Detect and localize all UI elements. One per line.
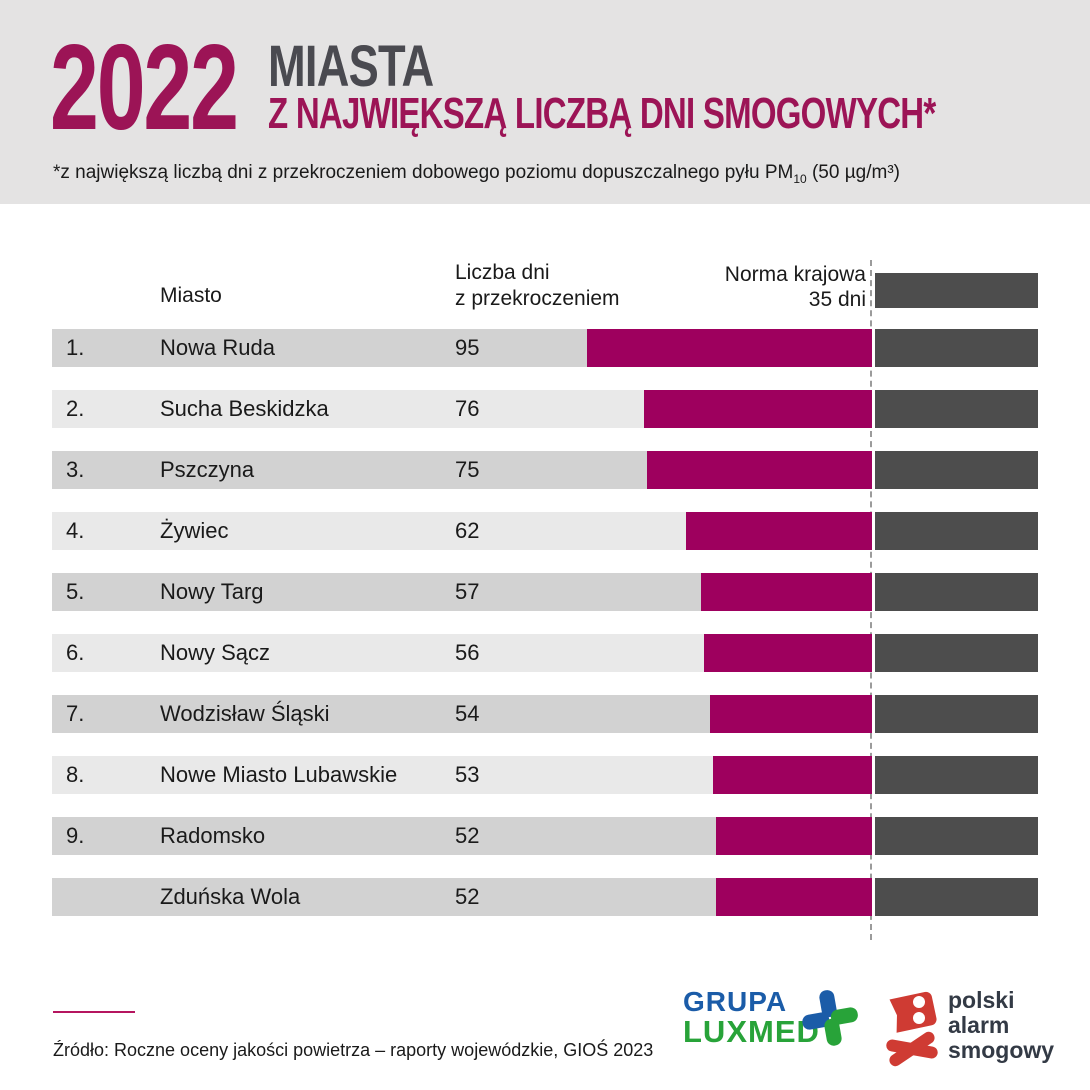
days-bar: [713, 756, 872, 794]
row-rank: 9.: [66, 823, 85, 848]
row-rank: 6.: [66, 640, 85, 665]
days-bar: [716, 817, 872, 855]
row-city-name: Wodzisław Śląski: [160, 701, 330, 726]
luxmed-logo: GRUPA LUXMED: [683, 988, 863, 1058]
days-bar: [716, 878, 872, 916]
row-city-name: Pszczyna: [160, 457, 255, 482]
table-row: 3. Pszczyna 75: [0, 451, 1090, 489]
row-background-strip: [52, 390, 644, 428]
luxmed-cross-icon: [802, 990, 858, 1046]
row-days-value: 76: [455, 396, 480, 421]
year-title: 2022: [50, 19, 239, 155]
row-background-strip: [52, 512, 686, 550]
source-caption: Źródło: Roczne oceny jakości powietrza –…: [53, 1040, 654, 1060]
luxmed-logo-text-grupa: GRUPA: [683, 986, 788, 1017]
header-band: 2022 MIASTA Z NAJWIĘKSZĄ LICZBĄ DNI SMOG…: [0, 0, 1090, 204]
bar-chart-rows: 1. Nowa Ruda 95 2. Sucha Beskidzka 76 3. Pszczy…: [0, 329, 1090, 939]
row-days-value: 52: [455, 884, 480, 909]
row-days-value: 75: [455, 457, 480, 482]
row-background-strip: [52, 451, 647, 489]
row-city-name: Nowe Miasto Lubawskie: [160, 762, 398, 787]
row-days-value: 62: [455, 518, 480, 543]
footnote-definition: *z największą liczbą dni z przekroczenie…: [53, 162, 900, 186]
norm-segment: [875, 817, 1038, 855]
row-rank: 5.: [66, 579, 85, 604]
row-rank: 4.: [66, 518, 85, 543]
luxmed-logo-text-luxmed: LUXMED: [683, 1014, 820, 1049]
row-days-value: 95: [455, 335, 480, 360]
row-background-strip: [52, 634, 704, 672]
norm-segment: [875, 695, 1038, 733]
row-rank: 7.: [66, 701, 85, 726]
row-days-value: 56: [455, 640, 480, 665]
norm-legend-block: [875, 273, 1038, 308]
row-rank: 2.: [66, 396, 85, 421]
norm-segment: [875, 756, 1038, 794]
row-days-value: 52: [455, 823, 480, 848]
norm-segment: [875, 878, 1038, 916]
row-city-name: Żywiec: [160, 518, 229, 543]
days-bar: [704, 634, 872, 672]
row-city-name: Nowy Targ: [160, 579, 264, 604]
row-city-name: Nowy Sącz: [160, 640, 271, 665]
row-background-strip: [52, 878, 716, 916]
row-rank: 8.: [66, 762, 85, 787]
pas-skull-crossbones-icon: [886, 991, 938, 1067]
norm-segment: [875, 390, 1038, 428]
norm-segment: [875, 329, 1038, 367]
row-background-strip: [52, 573, 701, 611]
norm-segment: [875, 451, 1038, 489]
norm-segment: [875, 573, 1038, 611]
footer-accent-rule: [53, 1011, 135, 1013]
polski-alarm-smogowy-logo: polski alarm smogowy: [886, 985, 1056, 1070]
table-row: 5. Nowy Targ 57: [0, 573, 1090, 611]
table-row: 9. Radomsko 52: [0, 817, 1090, 855]
row-background-strip: [52, 329, 587, 367]
column-header-city: Miasto: [160, 284, 222, 307]
norm-segment: [875, 634, 1038, 672]
days-bar: [686, 512, 872, 550]
row-rank: 3.: [66, 457, 85, 482]
days-bar: [644, 390, 872, 428]
pas-logo-text: polski alarm smogowy: [948, 987, 1055, 1063]
table-row: Zduńska Wola 52: [0, 878, 1090, 916]
row-city-name: Nowa Ruda: [160, 335, 275, 360]
row-rank: 1.: [66, 335, 85, 360]
row-background-strip: [52, 695, 710, 733]
row-city-name: Radomsko: [160, 823, 266, 848]
row-days-value: 53: [455, 762, 480, 787]
column-header-days: Liczba dni z przekroczeniem: [455, 261, 620, 310]
row-days-value: 57: [455, 579, 480, 604]
table-row: 8. Nowe Miasto Lubawskie 53: [0, 756, 1090, 794]
days-bar: [647, 451, 872, 489]
row-city-name: Zduńska Wola: [160, 884, 301, 909]
table-row: 1. Nowa Ruda 95: [0, 329, 1090, 367]
days-bar: [710, 695, 872, 733]
table-row: 7. Wodzisław Śląski 54: [0, 695, 1090, 733]
norm-segment: [875, 512, 1038, 550]
table-row: 4. Żywiec 62: [0, 512, 1090, 550]
table-row: 6. Nowy Sącz 56: [0, 634, 1090, 672]
row-city-name: Sucha Beskidzka: [160, 396, 329, 421]
days-bar: [701, 573, 872, 611]
row-background-strip: [52, 817, 716, 855]
table-row: 2. Sucha Beskidzka 76: [0, 390, 1090, 428]
row-background-strip: [52, 756, 713, 794]
row-days-value: 54: [455, 701, 480, 726]
days-bar: [587, 329, 872, 367]
column-header-norm: Norma krajowa 35 dni: [724, 263, 866, 311]
page-subtitle-line: Z NAJWIĘKSZĄ LICZBĄ DNI SMOGOWYCH*: [268, 89, 936, 138]
page-title: MIASTA: [268, 34, 434, 99]
